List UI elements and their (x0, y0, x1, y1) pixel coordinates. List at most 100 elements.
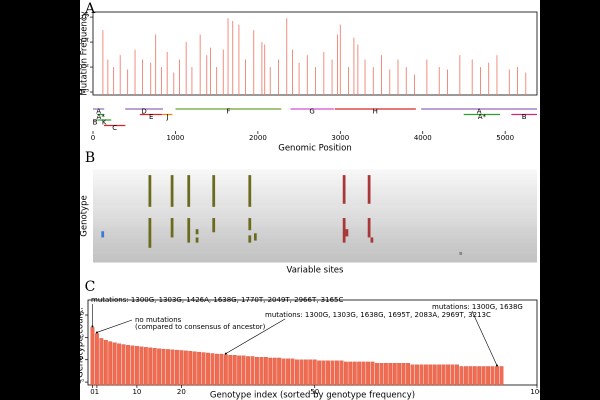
bar (228, 355, 233, 386)
bar (459, 366, 464, 386)
panel-background (80, 0, 540, 400)
bar (241, 355, 246, 386)
gene-label: A (96, 108, 101, 116)
bar (463, 366, 468, 386)
annotation-arrow (96, 319, 133, 333)
y-tick-label: 10² (72, 333, 84, 341)
bar (134, 346, 139, 386)
bar (117, 343, 122, 386)
gene-label: F (226, 108, 230, 116)
x-tick-label: 100 (530, 388, 543, 396)
mutation-cell (248, 218, 252, 231)
bar (321, 360, 326, 386)
x-tick-label: 5000 (496, 134, 514, 142)
bar (232, 355, 237, 386)
mutation-cell (148, 175, 152, 207)
bar (317, 360, 322, 386)
bar (295, 359, 299, 386)
panel-label: C (85, 279, 96, 295)
bar (495, 366, 499, 386)
bar (472, 366, 477, 386)
bar (281, 358, 286, 386)
y-tick-label: 10⁻¹ (74, 38, 90, 46)
bar (192, 351, 197, 386)
bar (481, 366, 486, 386)
bar (499, 366, 504, 386)
bar (303, 359, 308, 386)
gene-label: D (141, 108, 146, 116)
bar (152, 347, 157, 386)
y-tick-label: 10¹ (72, 356, 84, 364)
bar (383, 363, 388, 386)
bar (148, 347, 153, 386)
plot-frame (87, 299, 538, 386)
bar (397, 363, 402, 386)
y-tick-label: 10⁰ (72, 378, 84, 386)
mutation-cell (195, 229, 199, 235)
x-tick-label: 10 (132, 388, 141, 396)
bar (392, 363, 397, 386)
panel-label: B (85, 150, 95, 166)
bar (290, 358, 295, 386)
bar (299, 359, 304, 386)
annotation-text: no mutations (135, 316, 182, 324)
gene-label: G (309, 108, 314, 116)
bar (99, 338, 104, 386)
arrow-head (91, 325, 94, 328)
bar (126, 344, 130, 386)
bar (263, 357, 268, 386)
bar (477, 366, 482, 386)
bar (486, 366, 491, 386)
bar (94, 333, 99, 386)
arrow-head (95, 331, 98, 334)
arrow-head (495, 364, 498, 367)
mutation-cell (212, 175, 216, 207)
bar (406, 363, 411, 386)
bar (90, 327, 95, 386)
gene-label: E (149, 113, 153, 121)
gene-label: A* (97, 113, 106, 121)
bar (206, 352, 210, 386)
x-tick-label: 50 (310, 388, 319, 396)
bar (326, 360, 330, 386)
mutation-cell (148, 218, 152, 248)
plot-frame (92, 11, 538, 96)
bar (259, 357, 264, 386)
bar (219, 353, 224, 386)
bar (370, 361, 375, 386)
bar (174, 349, 179, 386)
gene-label: A* (478, 113, 487, 121)
bar (490, 366, 495, 386)
mutation-cell (187, 175, 191, 207)
bar (188, 351, 193, 386)
bar (246, 356, 250, 386)
mutation-cell (367, 218, 371, 238)
y-tick-label: 10³ (72, 311, 84, 319)
bar (330, 360, 335, 386)
bar (423, 364, 428, 386)
annotation-text: mutations: 1300G, 1303G, 1638G, 1695T, 2… (265, 311, 491, 319)
mutation-cell (101, 231, 105, 238)
x-tick-label: 3000 (331, 134, 349, 142)
bar (352, 361, 357, 386)
y-tick-label: 10⁻² (74, 63, 90, 71)
annotation-text: (compared to consensus of ancestor) (135, 323, 266, 331)
bar (339, 360, 344, 386)
bar (170, 349, 175, 386)
bar (388, 363, 393, 386)
mutation-cell (170, 175, 174, 207)
bar (348, 361, 353, 386)
bar (166, 349, 170, 386)
x-axis-label: Genomic Position (278, 144, 352, 154)
bar (446, 364, 451, 386)
arrow-head (224, 352, 227, 355)
x-tick-label: 0 (91, 134, 95, 142)
bar (272, 357, 277, 386)
mutation-cell (248, 235, 252, 243)
mutation-cell (370, 237, 374, 243)
y-axis-label: Mutation Frequency (80, 11, 90, 95)
bar (335, 360, 339, 386)
bar (161, 348, 166, 386)
